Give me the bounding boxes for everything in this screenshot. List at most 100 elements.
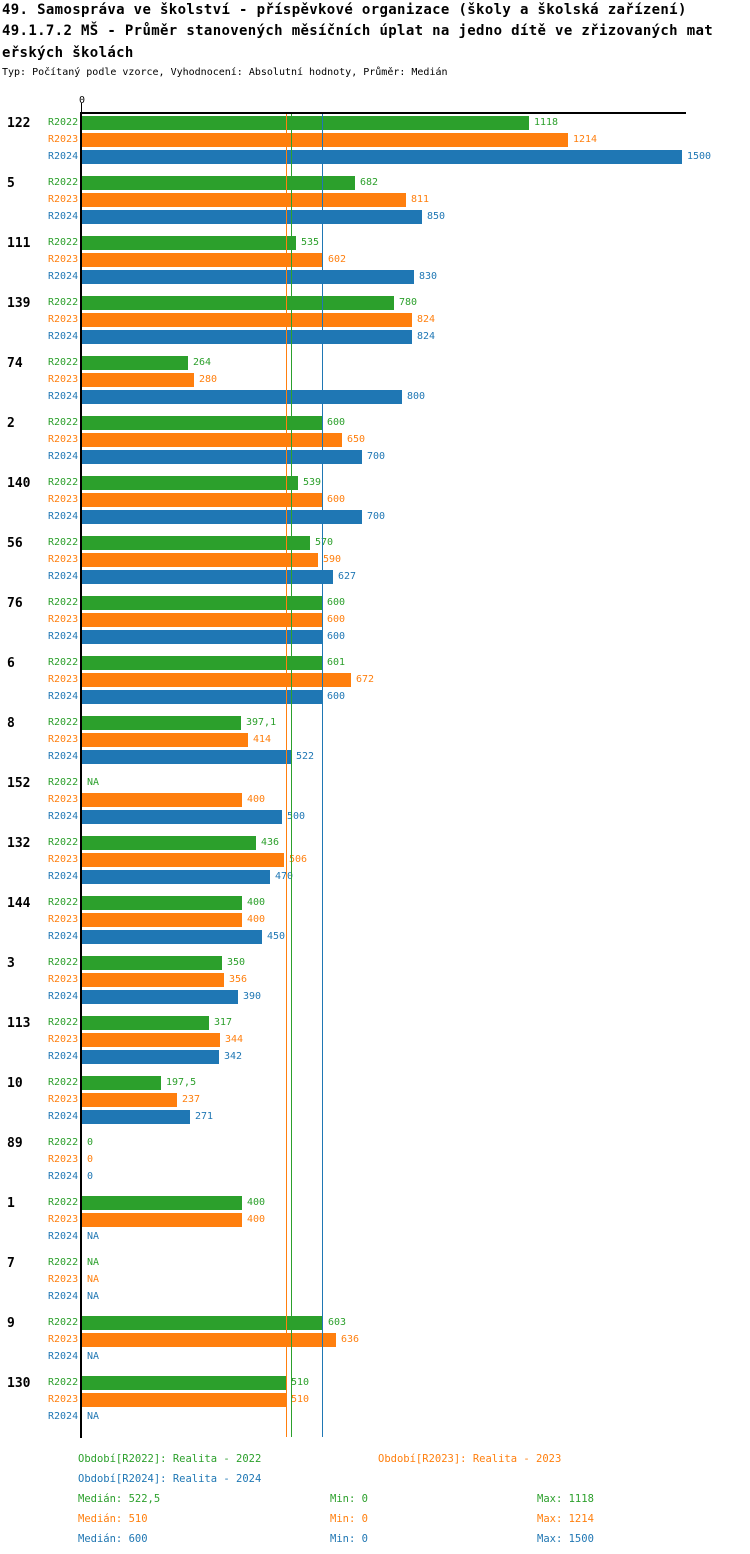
series-label-r2022: R2022 <box>48 117 79 128</box>
legend-period-r2023: Období[R2023]: Realita - 2023 <box>378 1453 562 1465</box>
bar <box>82 390 402 404</box>
group-label: 76 <box>7 596 23 611</box>
series-label-r2024: R2024 <box>48 211 79 222</box>
bar-value: 264 <box>193 357 212 368</box>
group-label: 56 <box>7 536 23 551</box>
bar <box>82 810 282 824</box>
bar-value: 600 <box>327 631 346 642</box>
bar-value: 600 <box>327 597 346 608</box>
bar <box>82 733 248 747</box>
bar-value: 603 <box>328 1317 347 1328</box>
bar <box>82 236 296 250</box>
bar <box>82 193 406 207</box>
legend-min-r2024: Min: 0 <box>330 1533 368 1545</box>
bar-value: 522 <box>296 751 315 762</box>
bar <box>82 476 298 490</box>
group-label: 140 <box>7 476 31 491</box>
series-label-r2024: R2024 <box>48 1231 79 1242</box>
series-label-r2024: R2024 <box>48 991 79 1002</box>
series-label-r2023: R2023 <box>48 194 79 205</box>
bar <box>82 716 241 730</box>
chart-subtitle: Typ: Počítaný podle vzorce, Vyhodnocení:… <box>2 67 448 78</box>
bar <box>82 1110 190 1124</box>
group-label: 9 <box>7 1316 15 1331</box>
legend-max-r2024: Max: 1500 <box>537 1533 594 1545</box>
series-label-r2024: R2024 <box>48 871 79 882</box>
bar-value: 0 <box>87 1154 94 1165</box>
series-label-r2022: R2022 <box>48 357 79 368</box>
group-label: 8 <box>7 716 15 731</box>
group-label: 74 <box>7 356 23 371</box>
bar <box>82 133 568 147</box>
bar-value: 344 <box>225 1034 244 1045</box>
bar-value: NA <box>87 1274 100 1285</box>
group-label: 5 <box>7 176 15 191</box>
bar-value: 650 <box>347 434 366 445</box>
bar <box>82 1376 286 1390</box>
series-label-r2022: R2022 <box>48 957 79 968</box>
series-label-r2022: R2022 <box>48 237 79 248</box>
series-label-r2022: R2022 <box>48 1017 79 1028</box>
bar-value: 830 <box>419 271 438 282</box>
bar-value: 700 <box>367 511 386 522</box>
bar-value: 627 <box>338 571 357 582</box>
bar-value: 342 <box>224 1051 243 1062</box>
bar-value: 800 <box>407 391 426 402</box>
bar-value: 672 <box>356 674 375 685</box>
bar <box>82 956 222 970</box>
series-label-r2024: R2024 <box>48 331 79 342</box>
series-label-r2022: R2022 <box>48 477 79 488</box>
title-line-3: eřských školách <box>2 45 134 61</box>
series-label-r2022: R2022 <box>48 837 79 848</box>
series-label-r2024: R2024 <box>48 1411 79 1422</box>
bar-value: 400 <box>247 794 266 805</box>
bar <box>82 570 333 584</box>
bar-value: 500 <box>287 811 306 822</box>
bar-value: 197,5 <box>166 1077 197 1088</box>
bar-value: 390 <box>243 991 262 1002</box>
legend-period-r2022: Období[R2022]: Realita - 2022 <box>78 1453 262 1465</box>
bar <box>82 836 256 850</box>
series-label-r2022: R2022 <box>48 297 79 308</box>
series-label-r2024: R2024 <box>48 1111 79 1122</box>
series-label-r2022: R2022 <box>48 177 79 188</box>
bar <box>82 1050 219 1064</box>
bar <box>82 1333 336 1347</box>
bar <box>82 913 242 927</box>
median-line-r2023 <box>286 114 287 1437</box>
series-label-r2024: R2024 <box>48 151 79 162</box>
legend-min-r2022: Min: 0 <box>330 1493 368 1505</box>
bar-value: NA <box>87 1411 100 1422</box>
group-label: 2 <box>7 416 15 431</box>
bar-value: 600 <box>327 691 346 702</box>
group-label: 6 <box>7 656 15 671</box>
series-label-r2023: R2023 <box>48 1034 79 1045</box>
bar <box>82 433 342 447</box>
bar-value: 539 <box>303 477 322 488</box>
bar-value: 510 <box>291 1377 310 1388</box>
bar <box>82 313 412 327</box>
series-label-r2023: R2023 <box>48 854 79 865</box>
median-line-r2024 <box>322 114 323 1437</box>
series-label-r2022: R2022 <box>48 1077 79 1088</box>
group-label: 10 <box>7 1076 23 1091</box>
bar-value: 824 <box>417 331 436 342</box>
bar-value: NA <box>87 1291 100 1302</box>
bar-value: 271 <box>195 1111 214 1122</box>
group-label: 113 <box>7 1016 31 1031</box>
series-label-r2022: R2022 <box>48 417 79 428</box>
bar <box>82 613 322 627</box>
series-label-r2024: R2024 <box>48 1351 79 1362</box>
bar <box>82 510 362 524</box>
series-label-r2023: R2023 <box>48 554 79 565</box>
legend-period-r2024: Období[R2024]: Realita - 2024 <box>78 1473 262 1485</box>
series-label-r2023: R2023 <box>48 974 79 985</box>
series-label-r2022: R2022 <box>48 597 79 608</box>
bar-value: 237 <box>182 1094 201 1105</box>
bar <box>82 1316 323 1330</box>
bar-value: 850 <box>427 211 446 222</box>
bar <box>82 656 322 670</box>
bar <box>82 630 322 644</box>
bar <box>82 150 682 164</box>
